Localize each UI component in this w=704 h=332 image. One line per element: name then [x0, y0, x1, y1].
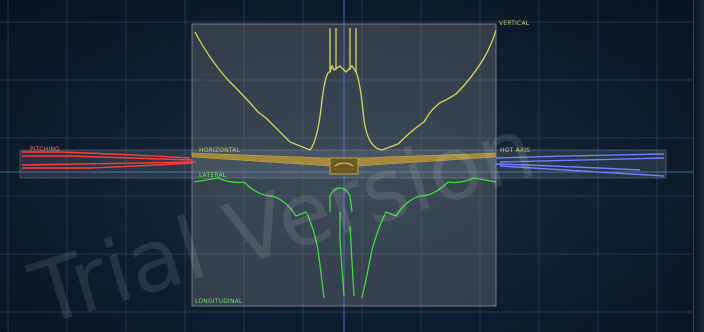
red-trace: [21, 151, 197, 169]
yellow-trace: [194, 28, 497, 151]
label-lateral: LATERAL: [199, 172, 227, 179]
label-pitching: PITCHING: [30, 146, 60, 153]
label-vertical: VERTICAL: [499, 20, 530, 27]
label-horizontal: HORIZONTAL: [199, 147, 241, 154]
center-block: [329, 157, 359, 175]
green-trace: [193, 177, 497, 299]
label-hot-axis: HOT AXIS: [500, 147, 531, 154]
center-block-mark: [334, 162, 354, 167]
label-longitudinal: LONGITUDINAL: [195, 298, 243, 305]
blue-trace: [495, 153, 665, 177]
right-scrollbar[interactable]: [693, 0, 704, 332]
